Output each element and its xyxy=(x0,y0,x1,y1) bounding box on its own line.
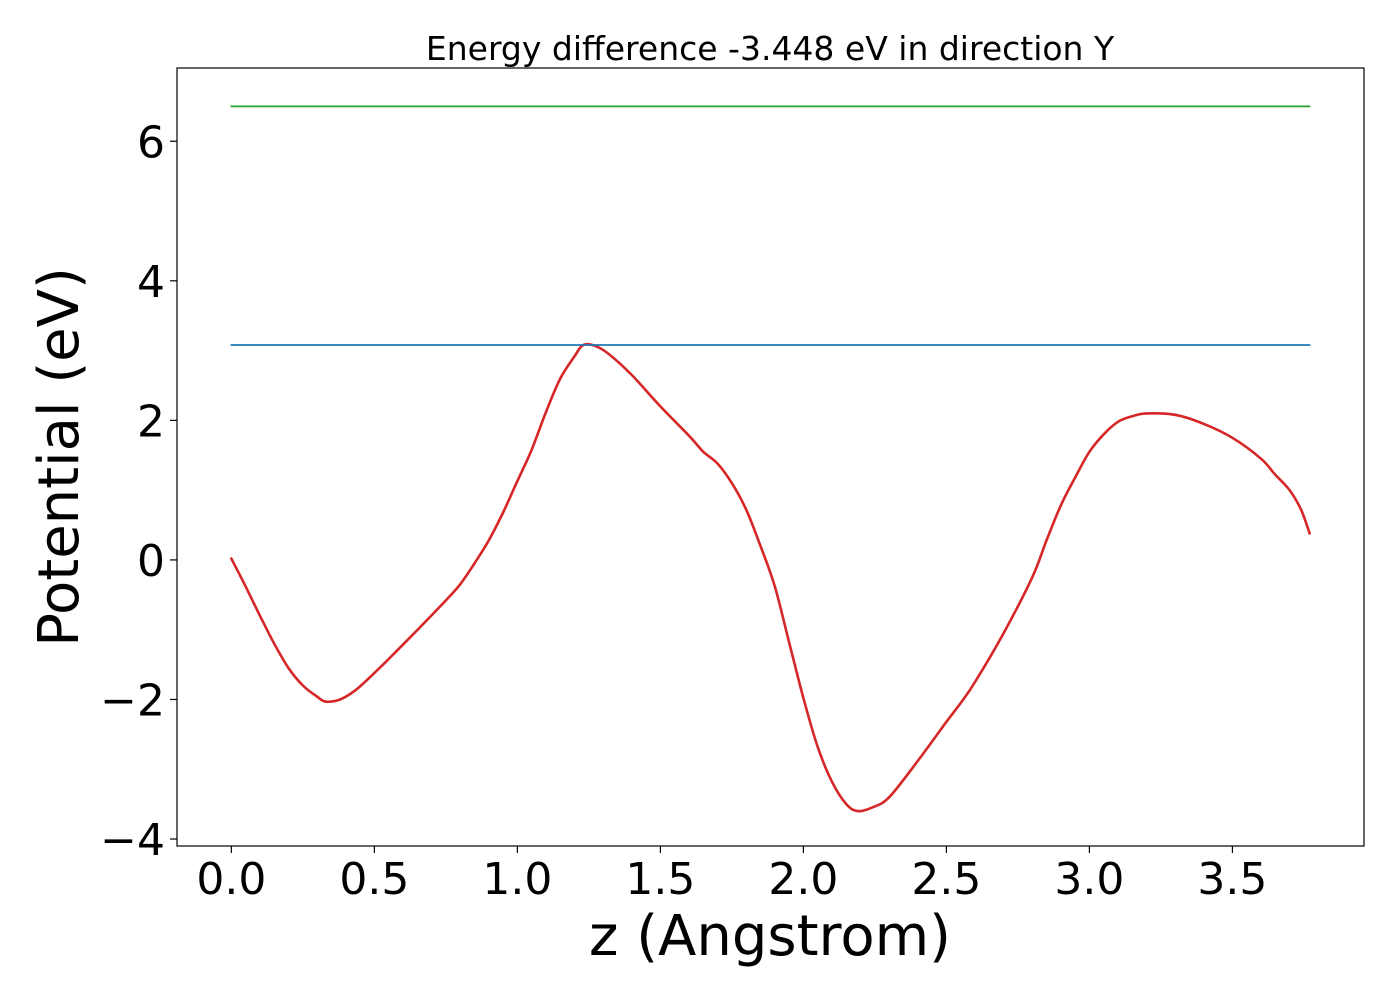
x-tick-label: 3.5 xyxy=(1197,854,1267,905)
x-tick-label: 2.0 xyxy=(768,854,838,905)
series-line-1 xyxy=(230,342,1311,813)
plot-area-frame xyxy=(176,67,1365,847)
chart-title: Energy difference -3.448 eV in direction… xyxy=(426,29,1115,68)
x-axis-ticks: 0.0 0.5 1.0 1.5 2.0 2.5 3.0 3.5 xyxy=(196,846,1267,905)
x-tick-label: 0.5 xyxy=(339,854,409,905)
series-layer xyxy=(230,105,1311,813)
y-axis-ticks: −4 −2 0 2 4 6 xyxy=(100,117,177,866)
x-tick-label: 2.5 xyxy=(911,854,981,905)
y-tick-label: 6 xyxy=(137,117,165,168)
y-tick-label: 2 xyxy=(137,396,165,447)
y-tick-label: 4 xyxy=(137,257,165,308)
y-tick-label: −4 xyxy=(100,815,165,866)
y-tick-label: −2 xyxy=(100,675,165,726)
x-tick-label: 0.0 xyxy=(196,854,266,905)
y-tick-label: 0 xyxy=(137,536,165,587)
x-tick-label: 1.0 xyxy=(482,854,552,905)
x-axis-title: z (Angstrom) xyxy=(589,904,951,969)
x-tick-label: 3.0 xyxy=(1054,854,1124,905)
x-tick-label: 1.5 xyxy=(625,854,695,905)
y-axis-title: Potential (eV) xyxy=(27,267,92,647)
